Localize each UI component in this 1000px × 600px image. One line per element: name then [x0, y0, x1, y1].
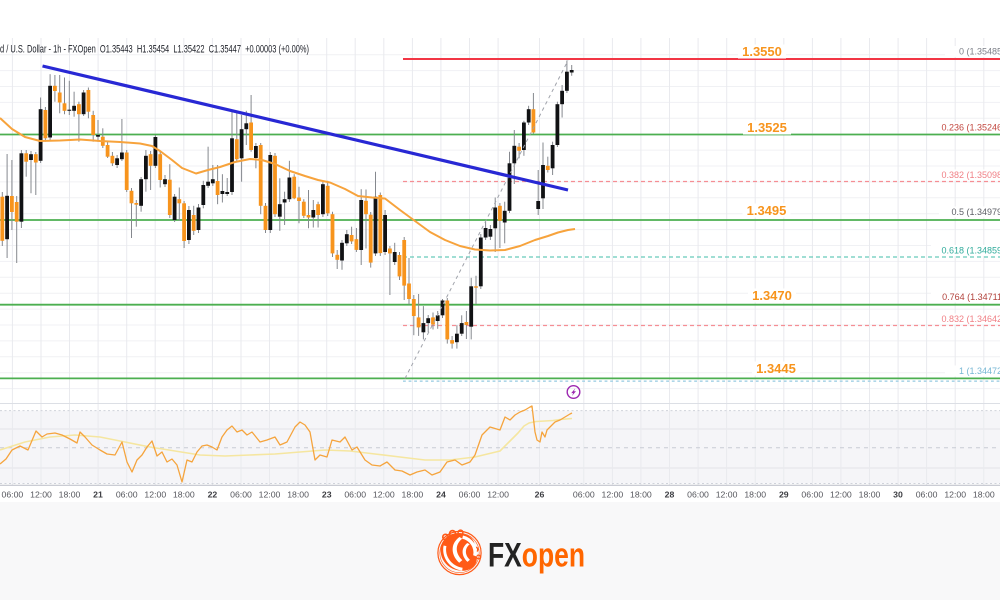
- svg-text:26: 26: [535, 490, 545, 500]
- svg-text:24: 24: [436, 490, 446, 500]
- svg-text:1.3550: 1.3550: [742, 44, 782, 59]
- svg-text:1.3525: 1.3525: [747, 120, 787, 135]
- svg-text:0.382 (1.35098): 0.382 (1.35098): [941, 170, 1000, 180]
- svg-text:06:00: 06:00: [801, 490, 823, 500]
- svg-text:06:00: 06:00: [2, 490, 24, 500]
- svg-text:12:00: 12:00: [716, 490, 738, 500]
- svg-text:0.5 (1.34979): 0.5 (1.34979): [951, 207, 1000, 217]
- svg-text:12:00: 12:00: [602, 490, 624, 500]
- svg-text:28: 28: [665, 490, 675, 500]
- svg-text:12:00: 12:00: [30, 490, 52, 500]
- svg-text:1.3495: 1.3495: [747, 203, 787, 218]
- svg-text:06:00: 06:00: [573, 490, 595, 500]
- svg-text:d / U.S. Dollar - 1h - FXOpen: d / U.S. Dollar - 1h - FXOpen O1.35443 H…: [0, 44, 309, 56]
- svg-text:18:00: 18:00: [973, 490, 995, 500]
- svg-text:0 (1.35485): 0 (1.35485): [959, 47, 1000, 57]
- svg-text:23: 23: [322, 490, 332, 500]
- svg-text:06:00: 06:00: [344, 490, 366, 500]
- svg-text:12:00: 12:00: [487, 490, 509, 500]
- svg-text:21: 21: [93, 490, 103, 500]
- svg-text:1.3470: 1.3470: [752, 288, 792, 303]
- svg-text:12:00: 12:00: [830, 490, 852, 500]
- svg-text:18:00: 18:00: [173, 490, 195, 500]
- svg-text:18:00: 18:00: [859, 490, 881, 500]
- svg-text:12:00: 12:00: [144, 490, 166, 500]
- svg-text:18:00: 18:00: [59, 490, 81, 500]
- svg-text:18:00: 18:00: [630, 490, 652, 500]
- svg-text:FXopen: FXopen: [488, 537, 585, 575]
- svg-text:12:00: 12:00: [259, 490, 281, 500]
- svg-text:06:00: 06:00: [116, 490, 138, 500]
- svg-text:29: 29: [779, 490, 789, 500]
- svg-text:12:00: 12:00: [944, 490, 966, 500]
- svg-text:1 (1.34472): 1 (1.34472): [959, 366, 1000, 376]
- svg-text:06:00: 06:00: [687, 490, 709, 500]
- svg-text:12:00: 12:00: [373, 490, 395, 500]
- svg-text:18:00: 18:00: [744, 490, 766, 500]
- svg-text:06:00: 06:00: [459, 490, 481, 500]
- svg-text:06:00: 06:00: [916, 490, 938, 500]
- svg-text:0.832 (1.34642): 0.832 (1.34642): [941, 314, 1000, 324]
- svg-text:06:00: 06:00: [230, 490, 252, 500]
- svg-text:18:00: 18:00: [287, 490, 309, 500]
- svg-text:0.236 (1.35246): 0.236 (1.35246): [941, 123, 1000, 133]
- svg-text:0.764 (1.34711): 0.764 (1.34711): [942, 292, 1000, 302]
- svg-text:1.3445: 1.3445: [756, 361, 796, 376]
- svg-text:30: 30: [893, 490, 903, 500]
- svg-text:0.618 (1.34859): 0.618 (1.34859): [941, 246, 1000, 256]
- svg-text:18:00: 18:00: [402, 490, 424, 500]
- svg-text:22: 22: [208, 490, 218, 500]
